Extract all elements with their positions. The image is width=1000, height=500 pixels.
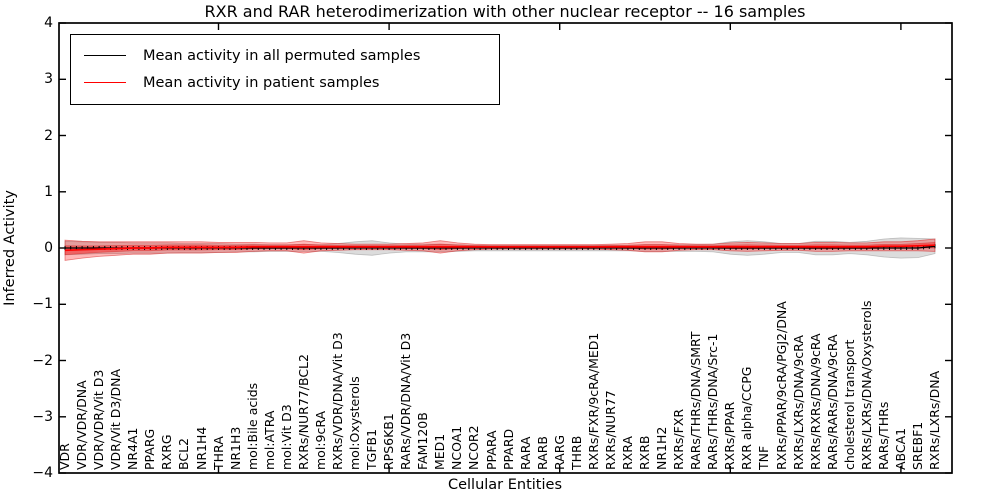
x-category-label: PPARA [483, 430, 499, 470]
x-category-label: THRB [568, 435, 584, 470]
x-category-label: RXRs/PPAR [722, 401, 738, 470]
x-category-label: NR1H3 [227, 426, 243, 470]
x-axis-label: Cellular Entities [447, 477, 563, 493]
x-category-label: RXRB [637, 435, 652, 470]
y-tick-label: 2 [44, 127, 53, 144]
legend-label: Mean activity in patient samples [143, 74, 380, 91]
x-category-label: cholesterol transport [841, 339, 857, 470]
x-category-label: RXR alpha/CCPG [739, 366, 755, 470]
legend-line-sample [84, 82, 126, 83]
y-tick-label: 0 [44, 240, 53, 256]
x-category-label: PPARD [500, 428, 516, 470]
x-category-label: RXRs/VDR/DNA/Vit D3 [329, 332, 345, 470]
x-category-label: VDR [57, 443, 72, 470]
x-category-label: NCOA1 [449, 425, 465, 470]
patient-mean-line [64, 244, 936, 252]
x-category-label: NR4A1 [125, 427, 141, 471]
y-tick-label: −3 [32, 408, 53, 425]
x-category-label: RARA [517, 436, 533, 470]
x-category-label: RXRs/NUR77/BCL2 [295, 354, 311, 470]
y-tick-label: 4 [44, 15, 53, 31]
x-category-label: ABCA1 [892, 427, 908, 470]
x-category-label: SREBF1 [909, 421, 925, 470]
x-category-label: NR1H2 [654, 426, 670, 470]
x-category-label: VDR/VDR/DNA [74, 380, 90, 470]
x-category-label: FAM120B [415, 412, 431, 470]
x-category-label: RARs/THRs [875, 401, 891, 470]
y-tick-label: 1 [44, 183, 53, 200]
legend-label: Mean activity in all permuted samples [143, 47, 421, 64]
x-category-label: RARB [534, 436, 550, 470]
x-category-label: MED1 [432, 433, 448, 470]
x-category-label: RXRs/LXRs/DNA/9cRA [790, 335, 806, 470]
x-category-label: PPARG [142, 428, 158, 470]
x-category-label: mol:Oxysterols [347, 376, 362, 470]
x-category-label: NCOR2 [466, 425, 482, 470]
x-category-label: RARs/THRs/DNA/SMRT [688, 331, 704, 470]
x-category-label: mol:ATRA [261, 410, 277, 470]
legend: Mean activity in all permuted samples Mea… [70, 34, 500, 105]
x-category-label: RARG [551, 434, 567, 470]
x-category-label: RXRA [619, 436, 635, 470]
x-category-label: RXRs/FXR [671, 408, 687, 470]
legend-line-sample [84, 55, 126, 56]
chart-title: RXR and RAR heterodimerization with othe… [204, 2, 806, 21]
x-category-label: RXRs/LXRs/DNA/Oxysterols [858, 300, 874, 470]
legend-item: Mean activity in all permuted samples [81, 42, 489, 69]
x-category-label: RARs/VDR/DNA/Vit D3 [398, 332, 414, 470]
x-category-label: RXRs/FXR/9cRA/MED1 [585, 332, 601, 470]
x-category-label: THRA [210, 436, 226, 470]
y-tick-label: −2 [32, 352, 53, 369]
x-category-label: RARs/THRs/DNA/Src-1 [705, 333, 721, 470]
x-category-label: RARs/RARs/DNA/9cRA [824, 334, 840, 470]
x-category-label: RXRs/RXRs/DNA/9cRA [807, 333, 823, 470]
x-category-label: mol:Vit D3 [278, 404, 294, 470]
patient-std-band [64, 238, 936, 261]
x-category-label: RXRs/PPAR/9cRA/PGJ2/DNA [773, 301, 789, 470]
x-category-label: mol:9cRA [312, 410, 328, 470]
x-category-label: RXRs/LXRs/DNA [927, 370, 942, 470]
y-tick-label: −1 [32, 296, 53, 313]
x-category-label: VDR/Vit D3/DNA [108, 368, 124, 470]
x-category-label: mol:Bile acids [244, 382, 260, 470]
y-tick-label: 3 [44, 71, 53, 88]
x-category-label: RXRG [159, 434, 175, 470]
x-category-label: VDR/VDR/Vit D3 [91, 369, 107, 470]
x-category-label: RXRs/NUR77 [602, 390, 618, 470]
x-category-label: TNF [756, 445, 772, 470]
x-category-label: BCL2 [176, 437, 192, 470]
y-tick-label: −4 [32, 465, 53, 481]
x-category-label: NR1H4 [193, 426, 209, 470]
axes-spines [58, 22, 953, 474]
x-category-label: TGFB1 [364, 428, 380, 470]
legend-item: Mean activity in patient samples [81, 69, 489, 96]
x-category-label: RPS6KB1 [381, 413, 397, 470]
